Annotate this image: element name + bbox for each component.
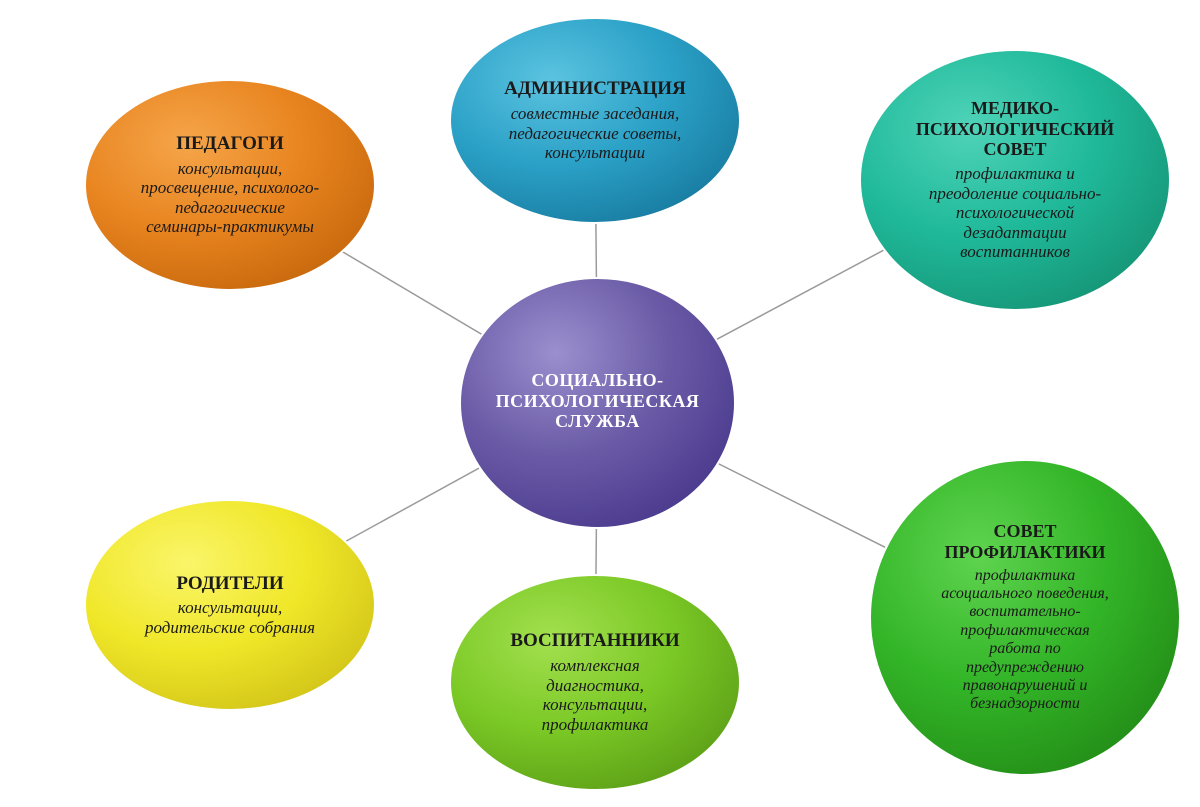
node-title: ВОСПИТАННИКИ <box>510 630 679 652</box>
node-desc: консультации,просвещение, психолого-педа… <box>141 159 319 237</box>
node-roditeli: РОДИТЕЛИ консультации,родительские собра… <box>85 500 375 710</box>
node-title: МЕДИКО-ПСИХОЛОГИЧЕСКИЙСОВЕТ <box>916 98 1114 160</box>
node-title: АДМИНИСТРАЦИЯ <box>504 78 686 100</box>
node-vospitanniki: ВОСПИТАННИКИ комплекснаядиагностика,конс… <box>450 575 740 790</box>
diagram-canvas: СОЦИАЛЬНО-ПСИХОЛОГИЧЕСКАЯСЛУЖБА ПЕДАГОГИ… <box>0 0 1200 807</box>
node-pedagogi: ПЕДАГОГИ консультации,просвещение, психо… <box>85 80 375 290</box>
node-title: РОДИТЕЛИ <box>176 573 283 595</box>
node-title: ПЕДАГОГИ <box>176 133 284 155</box>
node-medico: МЕДИКО-ПСИХОЛОГИЧЕСКИЙСОВЕТ профилактика… <box>860 50 1170 310</box>
center-node: СОЦИАЛЬНО-ПСИХОЛОГИЧЕСКАЯСЛУЖБА <box>460 278 735 528</box>
node-title: СОВЕТПРОФИЛАКТИКИ <box>944 521 1105 562</box>
node-desc: комплекснаядиагностика,консультации,проф… <box>542 656 649 734</box>
node-desc: профилактика ипреодоление социально-псих… <box>929 164 1101 262</box>
node-desc: профилактикаасоциального поведения,воспи… <box>941 567 1109 714</box>
node-sovet: СОВЕТПРОФИЛАКТИКИ профилактикаасоциально… <box>870 460 1180 775</box>
node-desc: совместные заседания,педагогические сове… <box>509 104 682 163</box>
node-desc: консультации,родительские собрания <box>145 598 315 637</box>
node-administratsiya: АДМИНИСТРАЦИЯ совместные заседания,педаг… <box>450 18 740 223</box>
center-title: СОЦИАЛЬНО-ПСИХОЛОГИЧЕСКАЯСЛУЖБА <box>496 370 700 432</box>
